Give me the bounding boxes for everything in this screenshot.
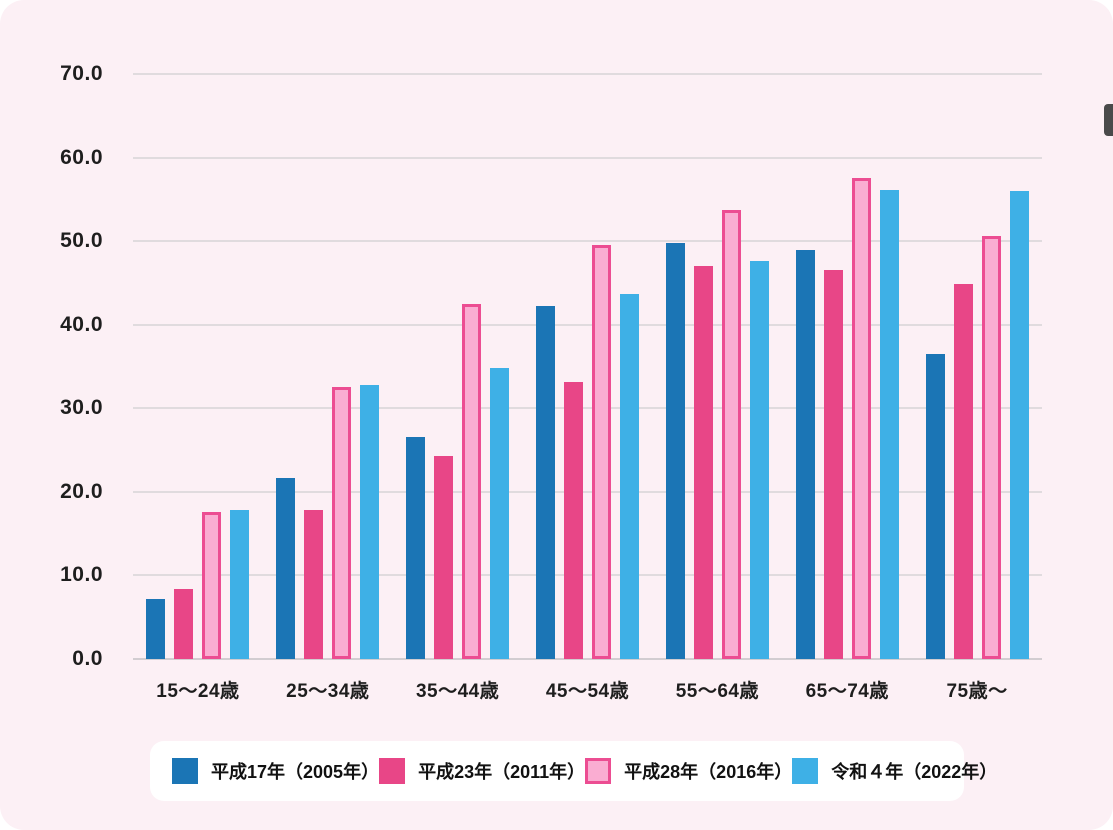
legend-swatch — [792, 758, 819, 784]
x-axis-label: 15〜24歳 — [156, 681, 240, 702]
bar-group — [263, 74, 393, 659]
plot-area — [133, 73, 1042, 660]
bar — [563, 381, 583, 659]
gridline — [133, 323, 1042, 326]
y-axis-tick-label: 0.0 — [72, 647, 103, 670]
y-axis-tick-label: 60.0 — [60, 145, 103, 169]
gridline — [133, 574, 1042, 577]
gridline — [133, 73, 1042, 75]
gridline — [133, 490, 1042, 493]
legend-swatch — [585, 758, 612, 784]
bar — [665, 242, 685, 659]
x-axis-label: 75歳〜 — [946, 681, 1008, 702]
legend-item: 平成23年（2011年） — [379, 758, 585, 784]
legend-label: 平成17年（2005年） — [211, 762, 380, 782]
legend-item: 平成28年（2016年） — [585, 758, 792, 784]
gridline — [133, 407, 1042, 410]
bar-group — [523, 74, 653, 659]
legend-swatch — [379, 758, 406, 784]
bar — [823, 270, 843, 659]
x-axis-label: 45〜54歳 — [545, 681, 630, 702]
bar-group — [393, 74, 523, 659]
legend: 平成17年（2005年） 平成23年（2011年） 平成28年（2016年） 令和４年… — [150, 741, 997, 801]
bar — [462, 303, 482, 659]
legend-label: 平成23年（2011年） — [418, 762, 586, 782]
bar — [749, 261, 769, 659]
bar — [795, 250, 815, 659]
bar — [434, 455, 454, 659]
x-axis-line — [133, 658, 1042, 660]
bar — [535, 306, 555, 659]
bar — [174, 588, 194, 659]
bar — [981, 236, 1001, 659]
y-axis-tick-label: 30.0 — [60, 396, 103, 420]
legend-label: 令和４年（2022年） — [831, 762, 998, 782]
legend-item: 平成17年（2005年） — [172, 758, 379, 784]
bar-group — [782, 74, 912, 659]
gridline — [133, 240, 1042, 243]
bar-group — [652, 74, 782, 659]
legend-item: 令和４年（2022年） — [792, 758, 997, 784]
x-axis-label: 35〜44歳 — [415, 681, 500, 702]
bar — [230, 510, 250, 659]
bar — [851, 177, 871, 659]
x-axis-label: 25〜34歳 — [286, 681, 370, 702]
bar — [925, 353, 945, 659]
legend-swatch — [172, 758, 198, 784]
y-axis-tick-label: 10.0 — [60, 563, 103, 587]
legend-label: 平成28年（2016年） — [624, 762, 793, 782]
gridline — [133, 156, 1042, 159]
y-axis-tick-label: 20.0 — [60, 479, 103, 503]
bar — [304, 510, 324, 659]
bar-group — [912, 74, 1042, 659]
scrollbar-thumb[interactable] — [1104, 104, 1113, 136]
y-axis-tick-label: 50.0 — [60, 229, 103, 253]
bar — [406, 436, 426, 659]
bar — [202, 511, 222, 659]
bar — [721, 210, 741, 659]
bar — [146, 598, 166, 659]
y-axis-tick-label: 40.0 — [60, 312, 103, 336]
bar — [591, 245, 611, 659]
bar — [953, 283, 973, 659]
bar — [879, 190, 899, 659]
x-axis-label: 55〜64歳 — [675, 681, 759, 702]
x-axis: 15〜24歳 25〜34歳 35〜44歳 45〜54歳 55〜64歳 65〜74歳 75歳〜 — [133, 676, 1042, 706]
bar — [1009, 191, 1029, 659]
y-axis-tick-label: 70.0 — [60, 62, 103, 85]
bar — [332, 387, 352, 659]
x-axis-label: 65〜74歳 — [805, 681, 889, 702]
bar — [693, 266, 713, 659]
bar — [490, 368, 510, 659]
bar — [619, 293, 639, 659]
bar-group — [133, 74, 263, 659]
bar — [276, 477, 296, 659]
bar — [360, 384, 380, 659]
